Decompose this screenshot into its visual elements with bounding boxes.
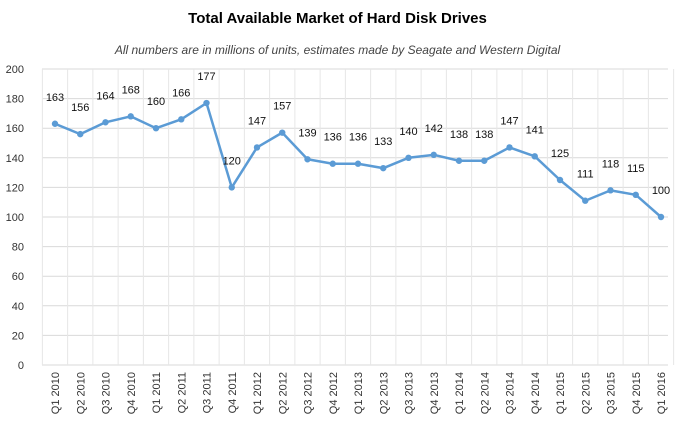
- x-tick-label: Q1 2011: [151, 372, 163, 413]
- x-tick-label: Q1 2010: [50, 372, 62, 414]
- data-label: 139: [298, 127, 316, 139]
- x-tick-label: Q1 2012: [252, 372, 264, 414]
- x-tick-label: Q3 2015: [606, 372, 618, 414]
- data-label: 141: [526, 124, 544, 136]
- data-label: 177: [197, 71, 215, 83]
- chart-subtitle: All numbers are in millions of units, es…: [114, 43, 561, 57]
- x-tick-label: Q4 2011: [227, 372, 239, 413]
- data-label: 160: [147, 96, 165, 108]
- data-point: [455, 157, 463, 164]
- chart-title: Total Available Market of Hard Disk Driv…: [188, 10, 487, 27]
- x-tick-label: Q2 2013: [378, 372, 390, 414]
- y-tick-label: 200: [6, 64, 24, 76]
- data-label: 168: [122, 84, 140, 96]
- data-point: [77, 130, 84, 138]
- data-label: 100: [652, 185, 670, 197]
- data-point: [304, 156, 311, 163]
- x-tick-label: Q2 2012: [277, 372, 289, 414]
- data-label: 163: [46, 92, 64, 104]
- data-label: 138: [475, 129, 493, 141]
- data-point: [481, 157, 488, 164]
- y-tick-label: 80: [12, 242, 24, 254]
- data-label: 140: [399, 126, 417, 138]
- y-tick-label: 160: [6, 123, 24, 135]
- data-label: 136: [324, 132, 342, 144]
- data-point: [556, 176, 564, 184]
- data-point: [51, 120, 59, 127]
- x-tick-label: Q2 2011: [176, 372, 188, 413]
- y-tick-label: 0: [18, 360, 24, 372]
- series-line: [51, 99, 665, 221]
- y-tick-label: 60: [12, 271, 24, 283]
- x-tick-label: Q3 2014: [505, 372, 517, 414]
- data-point: [329, 160, 336, 167]
- data-labels: 163 156 164 168 160 166 177 120 147 157 139 136 136 1…: [46, 71, 670, 197]
- x-tick-label: Q1 2016: [656, 372, 668, 414]
- data-point: [152, 125, 160, 132]
- data-point: [657, 213, 665, 221]
- data-label: 136: [349, 132, 367, 144]
- data-label: 111: [577, 169, 594, 181]
- data-label: 156: [71, 102, 89, 114]
- data-label: 125: [551, 148, 569, 160]
- x-tick-label: Q4 2013: [429, 372, 441, 414]
- data-point: [354, 160, 362, 167]
- x-tick-label: Q4 2015: [631, 372, 643, 414]
- data-point: [632, 191, 639, 198]
- data-point: [430, 151, 437, 159]
- data-label: 166: [172, 87, 190, 99]
- x-tick-label: Q1 2015: [555, 372, 567, 414]
- x-tick-label: Q4 2014: [530, 372, 542, 414]
- data-label: 147: [500, 115, 518, 127]
- data-label: 157: [273, 101, 291, 113]
- x-tick-label: Q3 2013: [404, 372, 416, 414]
- x-tick-label: Q4 2012: [328, 372, 340, 414]
- data-label: 138: [450, 129, 468, 141]
- data-point: [279, 129, 286, 136]
- data-label: 142: [425, 123, 443, 135]
- data-point: [228, 184, 235, 191]
- y-tick-label: 120: [6, 182, 24, 194]
- data-point: [531, 153, 538, 160]
- y-tick-label: 180: [6, 94, 24, 106]
- x-tick-label: Q3 2012: [303, 372, 315, 414]
- data-point: [405, 154, 412, 161]
- y-tick-label: 40: [12, 301, 24, 313]
- series-line-path: [54, 101, 662, 218]
- data-point: [380, 164, 387, 172]
- data-label: 118: [602, 158, 620, 170]
- y-tick-label: 20: [12, 330, 24, 342]
- x-tick-label: Q2 2010: [75, 372, 87, 414]
- x-axis: Q1 2010 Q2 2010 Q3 2010 Q4 2010 Q1 2011 Q2 20…: [50, 372, 668, 414]
- y-tick-label: 100: [6, 212, 24, 224]
- data-point: [102, 119, 109, 126]
- x-tick-label: Q1 2013: [353, 372, 365, 414]
- data-label: 133: [374, 136, 392, 148]
- x-tick-label: Q3 2010: [101, 372, 113, 414]
- x-tick-label: Q2 2014: [479, 372, 491, 414]
- data-point: [607, 187, 614, 194]
- y-tick-label: 140: [6, 153, 24, 165]
- data-point: [127, 113, 134, 120]
- data-point: [203, 99, 210, 107]
- gridlines: [41, 68, 675, 366]
- y-axis: 0 20 40 60 80 100 120 140 160 180 200: [6, 64, 24, 372]
- data-point: [506, 144, 513, 151]
- x-tick-label: Q4 2010: [126, 372, 138, 414]
- data-label: 115: [627, 163, 645, 175]
- data-label: 164: [96, 90, 114, 102]
- data-point: [253, 144, 261, 151]
- data-point: [178, 116, 185, 123]
- data-label: 147: [248, 115, 266, 127]
- data-label: 120: [223, 155, 241, 167]
- x-tick-label: Q1 2014: [454, 372, 466, 414]
- x-tick-label: Q3 2011: [202, 372, 214, 413]
- x-tick-label: Q2 2015: [580, 372, 592, 414]
- data-point: [582, 197, 589, 204]
